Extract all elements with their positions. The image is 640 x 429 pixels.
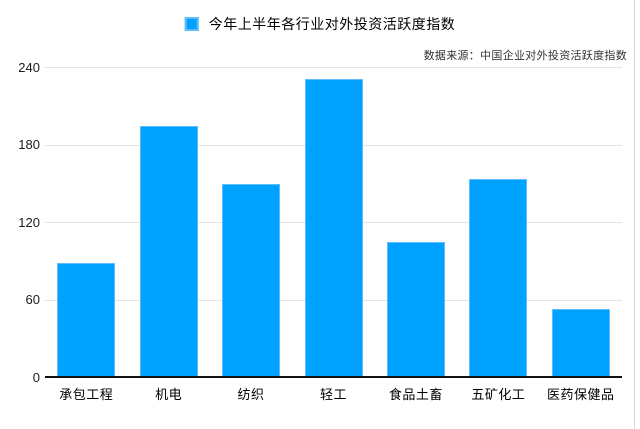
y-tick-label-180: 180 — [18, 137, 40, 152]
x-axis-label-轻工: 轻工 — [319, 387, 347, 402]
bar-轻工 — [304, 79, 363, 378]
x-axis-label-承包工程: 承包工程 — [59, 387, 114, 402]
data-source-note: 数据来源：中国企业对外投资活跃度指数 — [423, 50, 627, 62]
chart-legend: 今年上半年各行业对外投资活跃度指数 — [184, 14, 456, 34]
bar-承包工程 — [57, 262, 116, 378]
x-axis-label-机电: 机电 — [155, 387, 183, 402]
bar-纺织 — [222, 183, 281, 378]
y-tick-label-0: 0 — [32, 369, 40, 385]
gridline-240 — [45, 67, 622, 68]
x-axis-line — [45, 376, 622, 378]
bar-食品土畜 — [386, 241, 445, 378]
bar-医药保健品 — [551, 309, 610, 378]
bar-五矿化工 — [469, 178, 528, 378]
legend-label: 今年上半年各行业对外投资活跃度指数 — [208, 16, 456, 32]
y-tick-label-60: 60 — [25, 292, 40, 307]
x-axis-label-纺织: 纺织 — [237, 387, 265, 402]
y-tick-label-120: 120 — [18, 214, 40, 230]
bar-机电 — [139, 125, 198, 378]
x-axis-label-医药保健品: 医药保健品 — [547, 387, 615, 402]
window-edge-line — [634, 0, 635, 429]
y-tick-label-240: 240 — [18, 59, 40, 75]
x-axis-label-食品土畜: 食品土畜 — [388, 387, 443, 402]
x-axis-label-五矿化工: 五矿化工 — [471, 387, 526, 402]
legend-swatch — [184, 17, 199, 31]
